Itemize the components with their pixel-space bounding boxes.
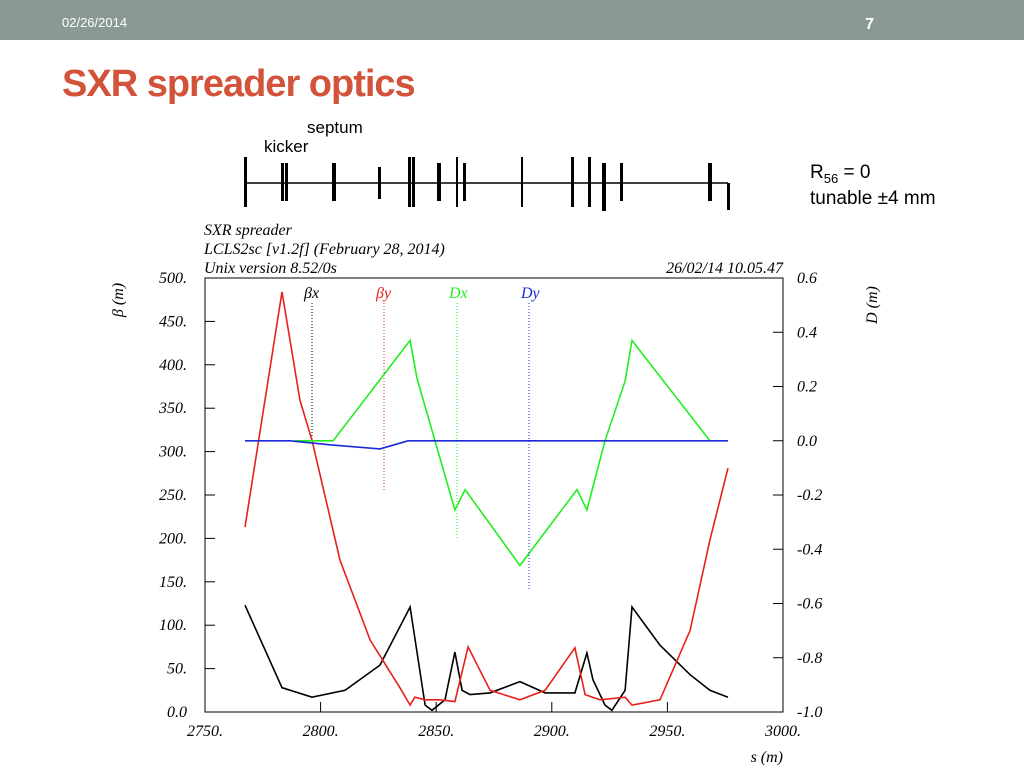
- legend-label: βx: [303, 285, 319, 302]
- y2-tick-label: -0.6: [797, 596, 822, 613]
- plot-header: Unix version 8.52/0s: [204, 260, 337, 277]
- y2-tick-label: -0.4: [797, 541, 822, 558]
- slide-title: SXR spreader optics: [62, 63, 415, 105]
- y2-tick-label: 0.6: [797, 270, 817, 287]
- x-axis-label: s (m): [751, 749, 783, 766]
- header-bar: [0, 0, 1024, 40]
- y2-tick-label: -0.8: [797, 650, 822, 667]
- y2-axis-label: D (m): [864, 286, 881, 325]
- x-tick-label: 2950.: [649, 723, 685, 740]
- x-tick-label: 3000.: [764, 723, 801, 740]
- y-tick-label: 0.0: [167, 704, 187, 721]
- y2-tick-label: -1.0: [797, 704, 822, 721]
- plot-header: SXR spreader: [204, 222, 293, 239]
- r56-sub: 56: [824, 171, 838, 186]
- r56-base: R: [810, 162, 824, 183]
- x-tick-label: 2750.: [187, 723, 223, 740]
- plot-header: LCLS2sc [v1.2f] (February 28, 2014): [203, 241, 445, 258]
- legend-label: Dy: [520, 285, 541, 302]
- x-tick-label: 2800.: [303, 723, 339, 740]
- tunable: tunable ±4 mm: [810, 188, 936, 209]
- lattice: [244, 157, 730, 211]
- y2-tick-label: 0.0: [797, 433, 817, 450]
- lattice-label: septum: [307, 118, 363, 137]
- x-tick-label: 2900.: [534, 723, 570, 740]
- plot: SXR spreader LCLS2sc [v1.2f] (February 28…: [110, 222, 881, 766]
- y-tick-label: 400.: [159, 357, 187, 374]
- date: 02/26/2014: [62, 15, 127, 30]
- timestamp: 26/02/14 10.05.47: [666, 260, 784, 277]
- y-tick-label: 50.: [167, 661, 187, 678]
- y-tick-label: 100.: [159, 617, 187, 634]
- y-tick-label: 250.: [159, 487, 187, 504]
- series-line: [294, 338, 711, 567]
- x-tick-label: 2850.: [418, 723, 454, 740]
- series-line: [245, 440, 728, 450]
- y-tick-label: 500.: [159, 270, 187, 287]
- lattice-label: kicker: [264, 137, 309, 156]
- y2-tick-label: -0.2: [797, 487, 822, 504]
- y-tick-label: 350.: [158, 400, 187, 417]
- r56: R56 = 0: [810, 162, 870, 186]
- page-number: 7: [865, 16, 874, 33]
- y2-tick-label: 0.4: [797, 324, 817, 341]
- y-axis-label: β (m): [110, 283, 127, 318]
- y-tick-label: 300.: [158, 444, 187, 461]
- y-tick-label: 150.: [159, 574, 187, 591]
- legend-label: βy: [375, 285, 392, 302]
- y-tick-label: 450.: [159, 313, 187, 330]
- legend-label: Dx: [448, 285, 468, 302]
- r56-rest: = 0: [838, 162, 870, 183]
- y-tick-label: 200.: [159, 530, 187, 547]
- plot-frame: [204, 277, 784, 713]
- series-line: [244, 604, 729, 712]
- series-line: [244, 291, 729, 707]
- y2-tick-label: 0.2: [797, 379, 817, 396]
